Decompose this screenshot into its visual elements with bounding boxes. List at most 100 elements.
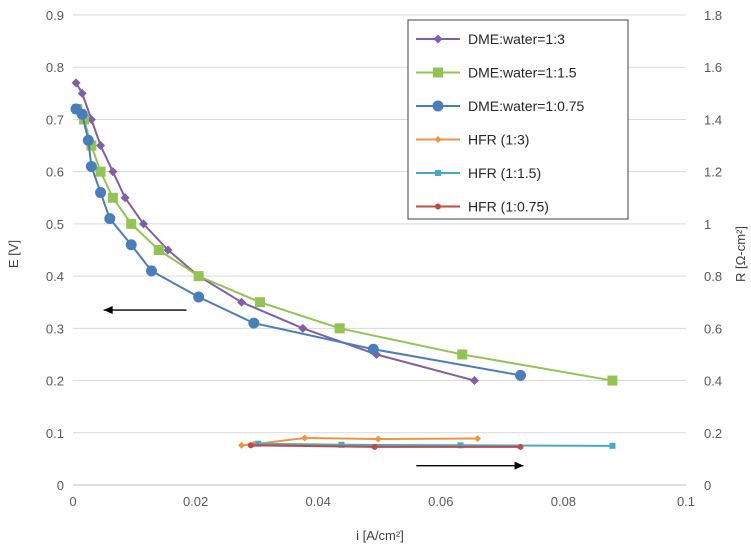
data-point [82, 134, 94, 146]
y-tick-label: 0.3 [46, 321, 64, 336]
arrow-head [103, 306, 113, 315]
data-point [86, 114, 96, 124]
data-point [470, 376, 480, 386]
y-axis-title: E [V] [6, 240, 21, 268]
data-point [374, 435, 382, 443]
data-point [108, 167, 118, 177]
data-point [301, 434, 309, 442]
data-point [255, 440, 262, 447]
data-point [371, 443, 378, 450]
gridlines [73, 14, 686, 434]
y2-tick-label: 1 [704, 217, 711, 232]
legend-label: DME:water=1:1.5 [468, 65, 577, 81]
legend-entry: DME:water=1:0.75 [416, 98, 585, 114]
data-point [193, 271, 204, 282]
y2-tick-label: 0 [704, 478, 711, 493]
data-point [104, 213, 116, 225]
legend-label: HFR (1:0.75) [468, 199, 549, 215]
data-point [338, 441, 345, 448]
right-axis-ticks: 0 0.2 0.4 0.6 0.8 1 1.2 1.4 1.6 1.8 [704, 8, 722, 493]
data-point [298, 323, 308, 333]
data-point [95, 166, 106, 177]
data-point [96, 141, 106, 151]
data-point [435, 170, 441, 176]
annotations [103, 306, 524, 470]
y-tick-label: 0.5 [46, 217, 64, 232]
data-point [163, 245, 173, 255]
data-point [125, 239, 137, 251]
data-point [435, 203, 441, 210]
legend: DME:water=1:3 DME:water=1:1.5 DME:water=1:… [407, 19, 629, 220]
legend-entry: HFR (1:0.75) [416, 199, 549, 215]
y-tick-label: 0.9 [46, 8, 64, 23]
arrow-head [514, 461, 524, 470]
legend-box [407, 19, 629, 220]
x-tick-label: 0.04 [306, 494, 331, 509]
data-point [237, 297, 247, 307]
y2-tick-label: 0.8 [704, 269, 722, 284]
legend-entry: DME:water=1:3 [416, 31, 565, 47]
data-point [77, 88, 87, 98]
series-2 [70, 103, 526, 381]
data-point [609, 442, 616, 449]
legend-entry: HFR (1:1.5) [416, 165, 541, 181]
data-point [153, 245, 164, 255]
y-tick-label: 0.6 [46, 165, 64, 180]
series-line [258, 442, 613, 447]
legend-label: DME:water=1:0.75 [468, 98, 585, 114]
data-point [138, 219, 148, 229]
y2-tick-label: 0.2 [704, 426, 722, 441]
legend-entry: DME:water=1:1.5 [416, 65, 577, 81]
data-point [367, 343, 379, 355]
data-point [71, 78, 81, 88]
data-point [95, 187, 107, 199]
data-point [607, 375, 618, 386]
data-point [254, 297, 265, 308]
x-tick-label: 0.1 [677, 494, 695, 509]
data-point [433, 67, 443, 78]
data-point [517, 443, 524, 450]
data-point [434, 136, 442, 143]
data-point [238, 441, 246, 449]
y2-axis-title: R [Ω-cm²] [733, 226, 748, 282]
y-tick-label: 0.1 [46, 426, 64, 441]
x-tick-label: 0 [69, 494, 76, 509]
y-tick-label: 0 [57, 478, 64, 493]
series-4 [255, 440, 616, 449]
data-point [433, 34, 443, 44]
data-point [248, 317, 260, 329]
y2-tick-label: 0.6 [704, 321, 722, 336]
x-axis-title: i [A/cm²] [356, 528, 404, 543]
data-point [120, 193, 130, 203]
y-tick-label: 0.2 [46, 374, 64, 389]
data-point [474, 435, 482, 443]
y2-tick-label: 0.4 [704, 374, 722, 389]
legend-label: HFR (1:1.5) [468, 165, 541, 181]
data-point [76, 108, 88, 120]
x-tick-label: 0.08 [551, 494, 576, 509]
x-tick-label: 0.06 [428, 494, 453, 509]
data-point [432, 100, 444, 112]
legend-entry: HFR (1:3) [416, 132, 529, 148]
x-tick-label: 0.02 [183, 494, 208, 509]
y-tick-label: 0.7 [46, 112, 64, 127]
data-point [107, 192, 118, 203]
data-point [193, 291, 205, 303]
left-axis-ticks: 0 0.1 0.2 0.3 0.4 0.5 0.6 0.7 0.8 0.9 [46, 8, 64, 493]
y2-tick-label: 1.6 [704, 60, 722, 75]
legend-label: HFR (1:3) [468, 132, 529, 148]
y2-tick-label: 1.2 [704, 165, 722, 180]
data-point [457, 442, 464, 449]
data-point [457, 349, 468, 360]
legend-label: DME:water=1:3 [468, 31, 565, 47]
data-point [247, 442, 254, 449]
y2-tick-label: 1.8 [704, 8, 722, 23]
data-point [145, 265, 157, 277]
series [70, 78, 618, 450]
data-point [514, 369, 526, 381]
y2-tick-label: 1.4 [704, 112, 722, 127]
data-point [85, 160, 97, 172]
x-axis-ticks: 0 0.02 0.04 0.06 0.08 0.1 [69, 494, 695, 509]
data-point [126, 218, 137, 229]
